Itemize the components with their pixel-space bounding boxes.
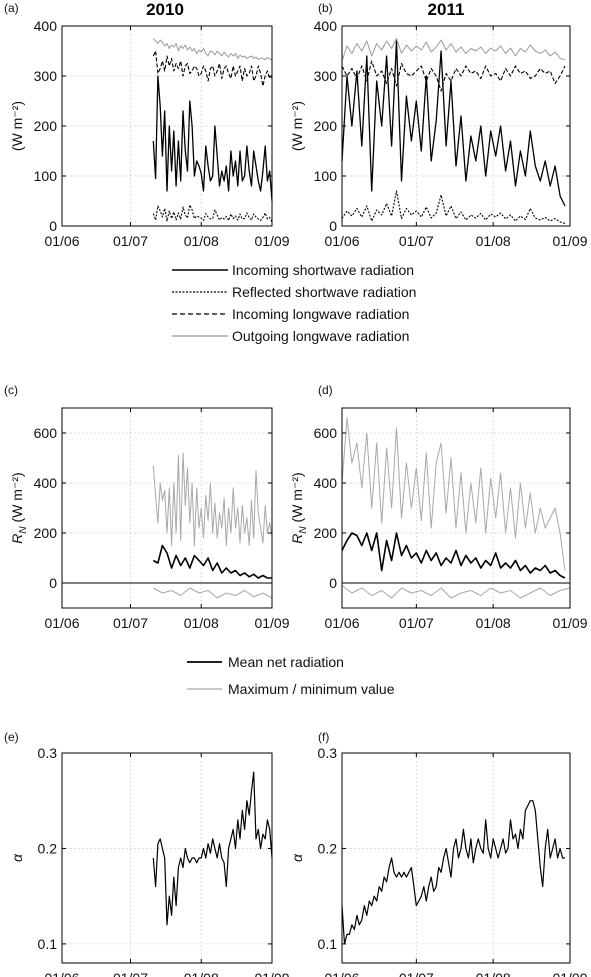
series-minimum xyxy=(153,587,273,599)
y-tick-label: 200 xyxy=(314,118,338,134)
x-tick-label: 01/06 xyxy=(324,970,359,977)
y-tick-label: 400 xyxy=(34,18,58,34)
series-reflected-shortwave-radiation xyxy=(152,204,273,223)
series-albedo xyxy=(152,771,273,926)
axes-frame xyxy=(341,407,571,609)
panel-label: (b) xyxy=(318,1,333,15)
y-tick-label: 0.2 xyxy=(318,840,338,856)
x-tick-label: 01/09 xyxy=(552,233,587,249)
x-tick-label: 01/09 xyxy=(254,970,289,977)
legend-middle: Mean net radiation Maximum / minimum val… xyxy=(187,654,395,697)
panel-label: (e) xyxy=(4,730,19,744)
y-axis-label: α xyxy=(9,853,25,862)
y-tick-label: 0.3 xyxy=(318,745,338,761)
x-tick-label: 01/09 xyxy=(552,970,587,977)
x-tick-label: 01/09 xyxy=(254,615,289,631)
y-tick-label: 200 xyxy=(34,118,58,134)
series-mean-net-radiation xyxy=(341,532,566,579)
x-tick-label: 01/06 xyxy=(44,233,79,249)
series-maximum-minimum-value xyxy=(341,417,566,571)
panel-d: 0 200 400 600 01/06 01/07 01/08 01/09 (d) RN (W m… xyxy=(289,383,588,631)
y-tick-label: 0.1 xyxy=(318,936,338,952)
series-albedo xyxy=(341,800,565,945)
axes-frame xyxy=(61,407,273,609)
series-incoming-longwave-radiation xyxy=(152,50,273,87)
legend-outgoing-longwave: Outgoing longwave radiation xyxy=(232,328,409,344)
x-tick-label: 01/09 xyxy=(254,233,289,249)
y-tick-label: 400 xyxy=(314,475,338,491)
panel-a: 0 100 200 300 400 01/06 01/07 01/08 01/09 (a) (W m… xyxy=(4,1,290,249)
y-tick-label: 0 xyxy=(329,575,337,591)
axes-frame xyxy=(61,752,273,964)
y-tick-label: 100 xyxy=(34,168,58,184)
panel-label: (f) xyxy=(318,730,329,744)
legend-max-min-value: Maximum / minimum value xyxy=(228,681,395,697)
x-tick-label: 01/07 xyxy=(113,233,148,249)
axes-frame xyxy=(341,752,571,964)
series-minimum xyxy=(341,585,571,599)
panel-label: (a) xyxy=(4,1,19,15)
y-tick-label: 0 xyxy=(329,218,337,234)
legend-top: Incoming shortwave radiation Reflected s… xyxy=(172,262,416,344)
x-tick-label: 01/07 xyxy=(399,970,434,977)
y-tick-label: 100 xyxy=(314,168,338,184)
x-tick-label: 01/06 xyxy=(44,615,79,631)
y-tick-label: 0 xyxy=(49,218,57,234)
y-axis-label: RN (W m⁻²) xyxy=(9,472,29,543)
legend-incoming-longwave: Incoming longwave radiation xyxy=(232,306,409,322)
panel-e: 0.1 0.2 0.3 01/06 01/07 01/08 01/09 (e) α xyxy=(4,730,290,977)
title-2011: 2011 xyxy=(428,0,465,19)
y-tick-label: 300 xyxy=(314,68,338,84)
x-tick-label: 01/07 xyxy=(113,615,148,631)
x-tick-label: 01/09 xyxy=(552,615,587,631)
series-incoming-longwave-radiation xyxy=(341,60,566,92)
panel-f: 0.1 0.2 0.3 01/06 01/07 01/08 01/09 (f) α xyxy=(289,730,588,977)
x-tick-label: 01/08 xyxy=(476,615,511,631)
legend-incoming-shortwave: Incoming shortwave radiation xyxy=(232,262,414,278)
y-tick-label: 0.2 xyxy=(38,840,58,856)
series-incoming-shortwave-radiation xyxy=(341,40,566,207)
axes-frame xyxy=(341,25,571,227)
series-incoming-shortwave-radiation xyxy=(152,75,273,202)
series-outgoing-longwave-radiation xyxy=(152,38,273,60)
y-axis-label: α xyxy=(289,853,305,862)
title-2010: 2010 xyxy=(146,0,184,19)
series-outgoing-longwave-radiation xyxy=(341,38,566,62)
y-tick-label: 200 xyxy=(314,525,338,541)
y-tick-label: 0.3 xyxy=(38,745,58,761)
y-tick-label: 200 xyxy=(34,525,58,541)
y-axis-label: RN (W m⁻²) xyxy=(289,472,309,543)
x-tick-label: 01/07 xyxy=(399,233,434,249)
panel-label: (d) xyxy=(318,383,333,397)
y-tick-label: 300 xyxy=(34,68,58,84)
y-tick-label: 600 xyxy=(34,425,58,441)
series-reflected-shortwave-radiation xyxy=(341,190,566,225)
x-tick-label: 01/08 xyxy=(184,615,219,631)
y-axis-label: (W m⁻²) xyxy=(289,101,305,151)
y-axis-label: (W m⁻²) xyxy=(9,101,25,151)
panels: 0 100 200 300 400 01/06 01/07 01/08 01/09 (a) (W m… xyxy=(4,1,588,977)
panel-c: 0 200 400 600 01/06 01/07 01/08 01/09 (c) RN (W m… xyxy=(4,383,290,631)
x-tick-label: 01/06 xyxy=(324,233,359,249)
x-tick-label: 01/08 xyxy=(476,233,511,249)
y-tick-label: 400 xyxy=(34,475,58,491)
x-tick-label: 01/08 xyxy=(184,970,219,977)
y-tick-label: 600 xyxy=(314,425,338,441)
series-maximum-minimum-value xyxy=(152,452,273,546)
legend-reflected-shortwave: Reflected shortwave radiation xyxy=(232,284,416,300)
y-tick-label: 400 xyxy=(314,18,338,34)
x-tick-label: 01/08 xyxy=(184,233,219,249)
x-tick-label: 01/06 xyxy=(44,970,79,977)
y-tick-label: 0 xyxy=(49,575,57,591)
series-mean-net-radiation xyxy=(152,544,272,579)
x-tick-label: 01/07 xyxy=(113,970,148,977)
legend-mean-net-radiation: Mean net radiation xyxy=(228,654,344,670)
panel-b: 0 100 200 300 400 01/06 01/07 01/08 01/09 (b) (W m… xyxy=(289,1,588,249)
x-tick-label: 01/06 xyxy=(324,615,359,631)
x-tick-label: 01/07 xyxy=(399,615,434,631)
panel-label: (c) xyxy=(4,383,18,397)
x-tick-label: 01/08 xyxy=(476,970,511,977)
y-tick-label: 0.1 xyxy=(38,936,58,952)
